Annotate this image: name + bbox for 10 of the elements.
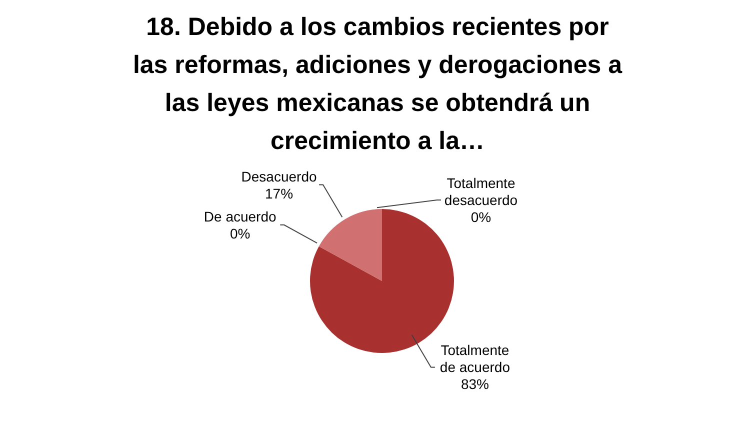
pie-slice xyxy=(318,209,382,281)
data-label: 17% xyxy=(265,185,294,202)
category-label: Totalmente desacuerdo xyxy=(444,175,518,208)
text: 0% xyxy=(470,209,492,225)
text: 0% xyxy=(230,225,250,242)
chart-title: 18. Debido a los cambios recientes por las reformas, adiciones y derogaciones a las leyes mexicanas se obtendrá un crecimiento a la… xyxy=(132,12,624,157)
data-label: 83% xyxy=(460,376,489,392)
slice-label: Totalmente de acuerdo xyxy=(440,342,510,376)
slice-label: Desacuerdo xyxy=(241,168,317,184)
category-label: De acuerdo xyxy=(204,208,276,224)
